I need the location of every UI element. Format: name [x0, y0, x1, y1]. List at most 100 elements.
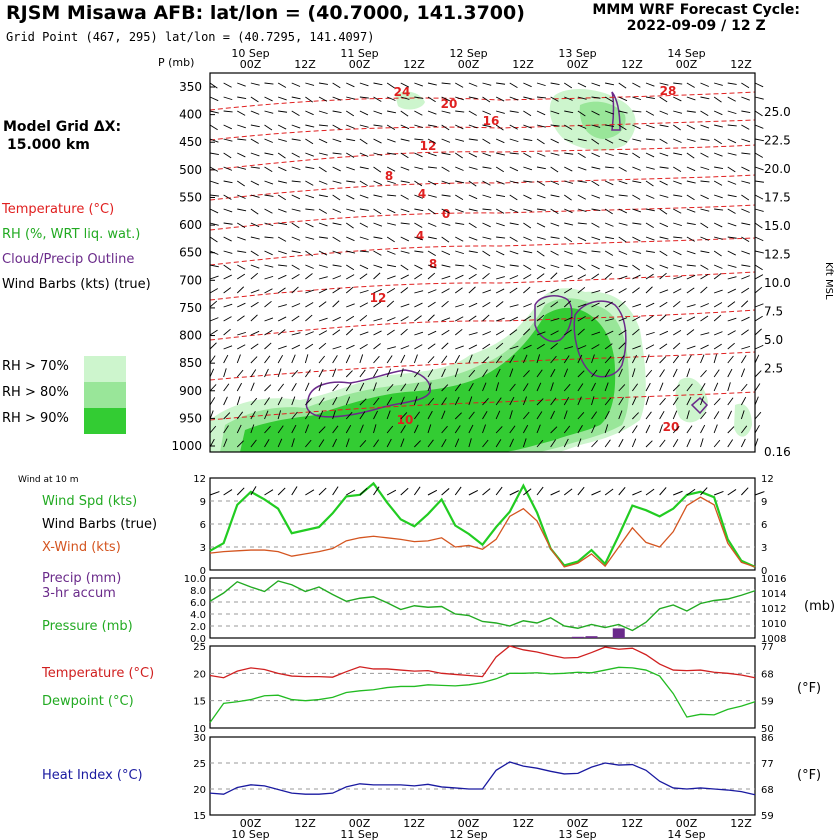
wind-barb-staff-632: [523, 236, 532, 241]
wind-barb-staff-454: [427, 382, 432, 392]
rh70-region-upper-small: [395, 91, 425, 110]
wind-barb-staff-1003: [713, 138, 722, 145]
wind-barb-staff-573: [495, 166, 504, 173]
wind-barb-staff-414: [414, 208, 424, 212]
wind-barb-staff-537: [468, 411, 475, 420]
wind-barb-staff-407: [414, 110, 423, 116]
wind-barb-staff-805: [604, 382, 609, 392]
wind-barb-staff-504: [454, 328, 463, 336]
cloud-outline-3: [611, 91, 621, 131]
wind-barb-staff-1036: [727, 222, 737, 227]
wind-barb-staff-885: [645, 369, 653, 378]
wind-barb-staff-139: [278, 138, 287, 142]
wind-barb-staff-455: [427, 397, 435, 406]
wind-barb-staff-551: [482, 236, 492, 240]
wind-barb-staff-1059: [741, 166, 750, 172]
wind-barb-staff-48: [223, 368, 227, 378]
wind-barb-staff-1069: [741, 300, 749, 308]
panel-1-right-tick-0: 1016: [761, 574, 786, 585]
wind-barb-staff-245: [332, 110, 342, 114]
wind-barb-staff-582: [495, 288, 505, 294]
wind-barb-staff-702: [564, 82, 573, 89]
wind-barb-staff-568: [495, 96, 505, 102]
wind-barb-staff-301: [359, 138, 368, 145]
temperature-contour-7: [209, 309, 756, 341]
model-grid-label-line1: Model Grid ΔX:: [3, 119, 122, 135]
cloud-outline-0: [305, 369, 431, 418]
wind-barb-staff-668: [536, 354, 541, 364]
wind-barb-staff-523: [468, 222, 477, 229]
precip-bar-0: [571, 636, 584, 638]
wind-barb-staff-886: [645, 382, 651, 392]
wind-barb-staff-75: [236, 369, 244, 378]
wind-barb-staff-657: [536, 208, 546, 211]
wind-barb-staff-721: [564, 346, 574, 350]
wind-barb-staff-227: [318, 236, 328, 239]
temp-contour-label-10: 10: [397, 413, 414, 427]
wind-barb-staff-1061: [741, 194, 750, 201]
wind-barb-staff-402: [400, 412, 408, 420]
wind-barb-staff-269: [332, 438, 337, 448]
wind-barb-staff-978: [700, 166, 710, 171]
wind-barb-staff-1043: [727, 317, 737, 322]
wind-barb-staff-102: [250, 369, 257, 378]
wind-barb-staff-377: [386, 438, 392, 448]
wind-barb-staff-876: [645, 250, 655, 253]
wind-barb-staff-497: [455, 236, 464, 242]
surface-wind-barb-19: [468, 490, 479, 496]
wind-barb-staff-354: [386, 124, 396, 131]
bottom-hour-label-0: 00Z: [240, 817, 262, 830]
wind-barb-staff-779: [591, 396, 595, 406]
wind-barb-staff-157: [277, 383, 285, 392]
label-wind-speed: Wind Spd (kts): [42, 494, 138, 509]
pressure-tick-900: 900: [179, 384, 202, 398]
wind-barb-staff-970: [686, 425, 693, 434]
wind-barb-staff-433: [427, 96, 436, 103]
wind-barb-staff-712: [564, 222, 574, 226]
wind-barb-staff-222: [318, 166, 327, 173]
wind-barb-staff-399: [400, 368, 404, 378]
wind-barb-staff-293: [345, 396, 351, 406]
wind-barb-staff-809: [604, 439, 611, 448]
wind-barb-staff-188: [291, 438, 295, 448]
wind-barb-staff-979: [700, 180, 710, 183]
wind-barb-staff-884: [645, 354, 650, 364]
wind-barb-staff-391: [400, 264, 409, 271]
wind-barb-staff-439: [427, 180, 437, 186]
wind-barb-staff-143: [277, 194, 286, 201]
surface-wind-barb-12: [373, 486, 380, 496]
wind-barb-staff-684: [550, 208, 559, 215]
wind-barb-staff-814: [618, 138, 628, 143]
wind-barb-staff-841: [632, 138, 642, 142]
wind-barb-staff-531: [468, 332, 478, 336]
wind-barb-staff-267: [332, 410, 336, 420]
wind-barb-staff-726: [563, 410, 568, 420]
wind-barb-staff-845: [632, 194, 641, 200]
wind-barb-staff-284: [346, 274, 355, 280]
wind-barb-staff-878: [645, 273, 654, 280]
wind-barb-staff-960: [686, 287, 695, 294]
wind-barb-staff-496: [455, 222, 465, 225]
wind-barb-staff-542: [482, 110, 491, 115]
wind-barb-staff-484: [441, 425, 448, 434]
wind-barb-staff-856: [632, 345, 641, 350]
wind-barb-staff-298: [359, 96, 369, 99]
wind-barb-staff-456: [427, 410, 433, 420]
wind-barb-staff-620: [509, 438, 514, 448]
wind-barb-staff-18: [209, 329, 218, 336]
surface-wind-barb-26: [563, 488, 573, 496]
wind-barb-staff-297: [359, 82, 369, 87]
wind-barb-staff-893: [659, 110, 669, 115]
wind-barb-staff-100: [250, 343, 259, 350]
wind-barb-staff-818: [618, 194, 628, 197]
bottom-hour-label-3: 12Z: [403, 817, 425, 830]
wind-barb-staff-756: [591, 82, 601, 87]
panel-3-left-tick-0: 30: [193, 733, 206, 744]
surface-wind-barb-29: [604, 488, 614, 496]
wind-barb-staff-837: [632, 82, 641, 88]
wind-barb-staff-311: [359, 273, 368, 280]
wind-barb-staff-941: [672, 397, 679, 406]
wind-barb-staff-505: [455, 345, 464, 350]
wind-barb-staff-254: [332, 236, 341, 243]
wind-barb-staff-312: [359, 289, 369, 294]
